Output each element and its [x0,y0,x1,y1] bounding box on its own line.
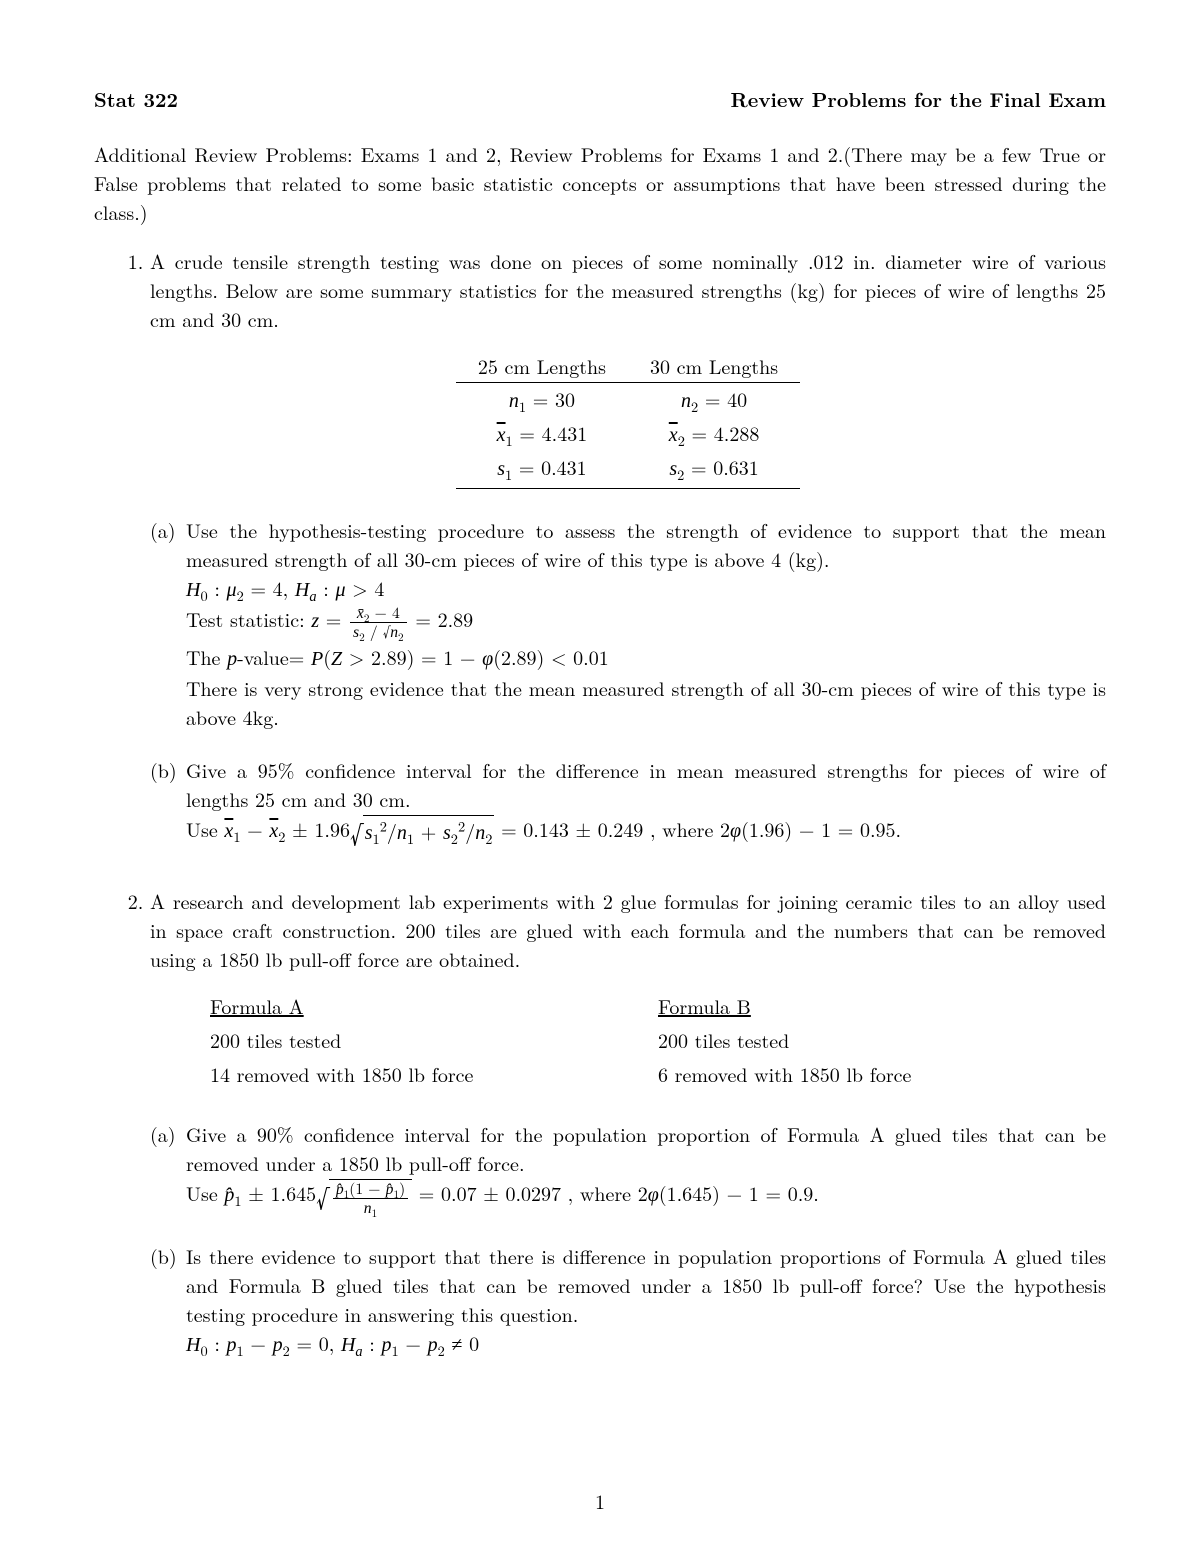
subpart-label: (b) [150,755,177,784]
table-header-row: 25 cm Lengths 30 cm Lengths [456,349,800,383]
formula-a-col: Formula A 200 tiles tested 14 removed wi… [210,989,658,1091]
header-row: Stat 322 Review Problems for the Final E… [94,84,1106,113]
q1-body: A crude tensile strength testing was don… [150,246,1106,333]
subpart-label: (a) [150,1119,176,1148]
q2a-text: Give a 90% confidence interval for the p… [186,1119,1106,1177]
q1a-test-stat: Test statistic: z = x̄2 − 4 s2 / √n2 = 2… [186,604,473,633]
q1a-hypotheses: H0 : μ2 = 4, Ha : μ > 4 [186,573,384,602]
formula-b-head: Formula B [658,991,751,1020]
subpart-label: (b) [150,1241,177,1270]
page: Stat 322 Review Problems for the Final E… [0,0,1200,1553]
formula-a-line: 200 tiles tested [210,1025,341,1054]
q1b-formula: Use x1 − x2 ± 1.96√s12/n1 + s22/n2 = 0.1… [186,814,901,843]
q2-formula-columns: Formula A 200 tiles tested 14 removed wi… [210,989,1106,1091]
question-2: A research and development lab experimen… [150,886,1106,1361]
question-list: A crude tensile strength testing was don… [94,246,1106,1360]
subpart-label: (a) [150,515,176,544]
col-header: 25 cm Lengths [456,349,628,383]
q2-subparts: (a) Give a 90% confidence interval for t… [150,1119,1106,1361]
formula-b-line: 200 tiles tested [658,1025,789,1054]
header-right: Review Problems for the Final Exam [731,84,1106,113]
page-number: 1 [0,1486,1200,1515]
q2-body: A research and development lab experimen… [150,886,1106,973]
q1a-pvalue: The p-value= P(Z > 2.89) = 1 − φ(2.89) <… [186,642,609,671]
formula-b-line: 6 removed with 1850 lb force [658,1059,911,1088]
col-header: 30 cm Lengths [628,349,800,383]
q1a-conclusion: There is very strong evidence that the m… [186,673,1106,731]
formula-b-col: Formula B 200 tiles tested 6 removed wit… [658,989,1106,1091]
q1a: (a) Use the hypothesis-testing procedure… [150,515,1106,731]
q2a-formula: Use p̂1 ± 1.645√p̂1(1 − p̂1)n1 = 0.07 ± … [186,1178,819,1207]
table-row: n1 = 30 n2 = 40 [456,383,800,418]
q2a: (a) Give a 90% confidence interval for t… [150,1119,1106,1218]
header-left: Stat 322 [94,84,178,113]
table-row: s1 = 0.431 s2 = 0.631 [456,451,800,489]
q1b: (b) Give a 95% confidence interval for t… [150,755,1106,852]
intro-paragraph: Additional Review Problems: Exams 1 and … [94,139,1106,226]
q1-stats-table: 25 cm Lengths 30 cm Lengths n1 = 30 n2 =… [456,349,800,489]
q1-subparts: (a) Use the hypothesis-testing procedure… [150,515,1106,852]
question-1: A crude tensile strength testing was don… [150,246,1106,852]
q1b-text: Give a 95% confidence interval for the d… [186,755,1106,813]
q2b-hypotheses: H0 : p1 − p2 = 0, Ha : p1 − p2 ≠ 0 [186,1328,479,1357]
table-row: x1 = 4.431 x2 = 4.288 [456,417,800,451]
q1a-text: Use the hypothesis-testing procedure to … [186,515,1106,573]
formula-a-head: Formula A [210,991,304,1020]
q2b: (b) Is there evidence to support that th… [150,1241,1106,1360]
formula-a-line: 14 removed with 1850 lb force [210,1059,473,1088]
q2b-text: Is there evidence to support that there … [186,1241,1106,1328]
